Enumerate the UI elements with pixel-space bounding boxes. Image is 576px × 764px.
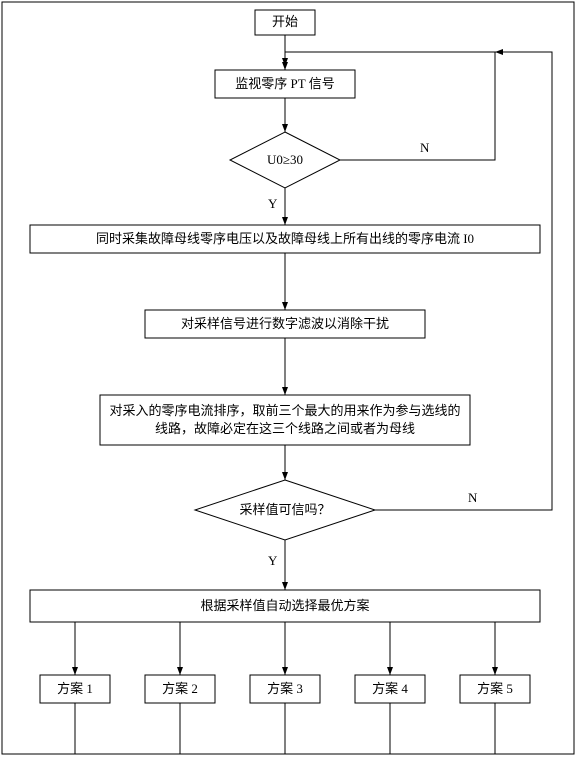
edge-u0-no-loop (285, 52, 495, 160)
label-trust-n: N (468, 490, 478, 505)
node-collect: 同时采集故障母线零序电压以及故障母线上所有出线的零序电流 I0 (30, 225, 540, 253)
node-plan4: 方案 4 (355, 675, 425, 703)
node-plan5: 方案 5 (460, 675, 530, 703)
label-u0-y: Y (268, 196, 278, 211)
svg-text:根据采样值自动选择最优方案: 根据采样值自动选择最优方案 (200, 598, 369, 613)
svg-text:方案 3: 方案 3 (267, 681, 303, 696)
outer-border (2, 2, 574, 754)
svg-text:方案 5: 方案 5 (477, 681, 513, 696)
svg-text:对采样信号进行数字滤波以消除干扰: 对采样信号进行数字滤波以消除干扰 (181, 316, 389, 331)
node-trust-decision: 采样值可信吗？ (195, 480, 375, 540)
svg-text:方案 4: 方案 4 (372, 681, 408, 696)
svg-text:线路，故障必定在这三个线路之间或者为母线: 线路，故障必定在这三个线路之间或者为母线 (155, 421, 415, 436)
svg-text:开始: 开始 (272, 14, 298, 29)
node-sort: 对采入的零序电流排序，取前三个最大的用来作为参与选线的 线路，故障必定在这三个线… (100, 395, 470, 445)
node-filter: 对采样信号进行数字滤波以消除干扰 (145, 310, 425, 338)
svg-text:方案 1: 方案 1 (57, 681, 93, 696)
svg-text:同时采集故障母线零序电压以及故障母线上所有出线的零序电流 I: 同时采集故障母线零序电压以及故障母线上所有出线的零序电流 I0 (96, 231, 474, 246)
label-trust-y: Y (268, 553, 278, 568)
svg-text:方案 2: 方案 2 (162, 681, 198, 696)
node-plan3: 方案 3 (250, 675, 320, 703)
label-u0-n: N (420, 140, 430, 155)
node-monitor: 监视零序 PT 信号 (215, 70, 355, 98)
svg-text:U0≥30: U0≥30 (267, 152, 303, 167)
svg-text:监视零序 PT 信号: 监视零序 PT 信号 (235, 76, 334, 91)
node-plan2: 方案 2 (145, 675, 215, 703)
svg-text:对采入的零序电流排序，取前三个最大的用来作为参与选线的: 对采入的零序电流排序，取前三个最大的用来作为参与选线的 (109, 403, 460, 418)
node-select: 根据采样值自动选择最优方案 (30, 590, 540, 622)
node-u0-decision: U0≥30 (230, 132, 340, 188)
svg-text:采样值可信吗？: 采样值可信吗？ (239, 502, 330, 517)
node-start: 开始 (255, 10, 315, 35)
node-plan1: 方案 1 (40, 675, 110, 703)
